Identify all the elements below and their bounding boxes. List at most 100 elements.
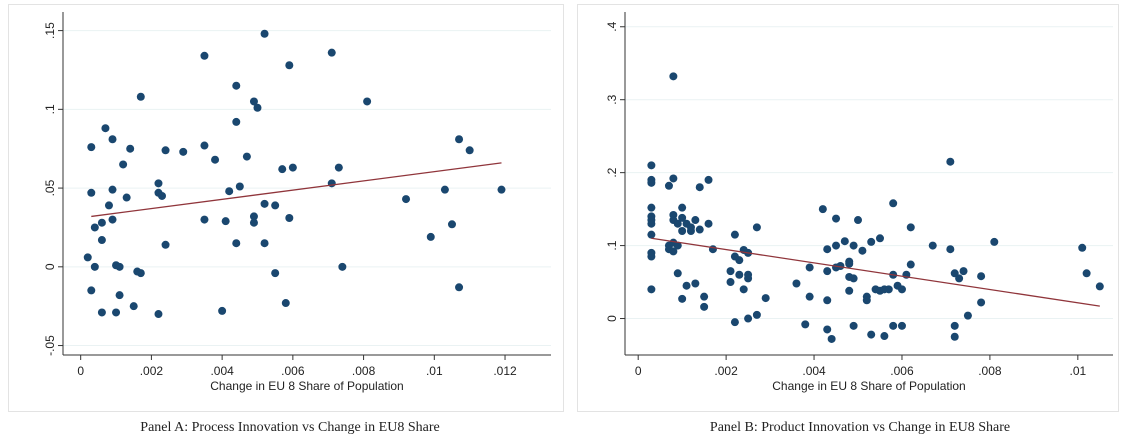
panel-a-data-point-18 bbox=[119, 160, 128, 169]
panel-b-x-axis-label: Change in EU 8 Share of Population bbox=[772, 379, 965, 393]
panel-b-data-point-100 bbox=[946, 157, 955, 166]
panel-a-data-point-19 bbox=[122, 193, 131, 202]
panel-a-data-point-66 bbox=[447, 220, 456, 229]
panel-a-data-point-56 bbox=[285, 213, 294, 222]
panel-a-data-point-20 bbox=[126, 144, 135, 153]
panel-b-data-point-109 bbox=[977, 272, 986, 281]
panel-a-data-point-68 bbox=[455, 283, 464, 292]
panel-b-data-point-47 bbox=[739, 285, 748, 294]
panel-b-x-tick-label-2: .004 bbox=[802, 364, 826, 378]
panel-b-data-point-62 bbox=[823, 267, 832, 276]
panel-a-data-point-12 bbox=[108, 185, 117, 194]
panel-a-caption: Panel A: Process Innovation vs Change in… bbox=[140, 420, 440, 435]
panel-b-data-point-52 bbox=[744, 314, 753, 323]
panel-a-data-point-2 bbox=[87, 188, 96, 197]
panel-b-data-point-85 bbox=[875, 234, 884, 243]
panel-b-data-point-81 bbox=[862, 296, 871, 305]
panel-b-data-point-53 bbox=[752, 223, 761, 232]
panel-a-data-point-46 bbox=[253, 103, 262, 112]
panel-a-x-tick-label-4: .008 bbox=[352, 364, 376, 378]
panel-a-data-point-36 bbox=[218, 306, 227, 315]
panel-a-data-point-55 bbox=[285, 61, 294, 70]
panel-b-data-point-107 bbox=[963, 311, 972, 320]
panel-b-data-point-110 bbox=[990, 237, 999, 246]
panel-b-y-tick-label-1: .1 bbox=[605, 240, 619, 250]
panel-a-data-point-5 bbox=[90, 262, 99, 271]
panel-b-data-point-25 bbox=[678, 203, 687, 212]
panel-b-data-point-40 bbox=[726, 267, 735, 276]
panel-a-data-point-52 bbox=[271, 269, 280, 278]
panel-b-data-point-87 bbox=[880, 332, 889, 341]
panel-a-data-point-24 bbox=[136, 92, 145, 101]
panel-a-data-point-29 bbox=[161, 240, 170, 249]
panel-a-y-tick-label-0: -.05 bbox=[43, 335, 57, 356]
panel-a-x-tick-label-5: .01 bbox=[426, 364, 443, 378]
panel-b-fit-line bbox=[651, 237, 1100, 307]
panel-a-data-point-60 bbox=[334, 163, 343, 172]
panel-b-x-tick-label-1: .002 bbox=[714, 364, 738, 378]
panel-b-data-point-61 bbox=[823, 245, 832, 254]
panel-b-data-point-20 bbox=[673, 219, 682, 228]
panel-b-data-point-10 bbox=[647, 285, 656, 294]
panel-b-data-point-101 bbox=[946, 245, 955, 254]
panel-a-data-point-47 bbox=[249, 218, 258, 227]
panel-a-data-point-28 bbox=[154, 310, 163, 319]
panel-a-data-point-32 bbox=[200, 141, 209, 150]
panel-a-data-point-62 bbox=[363, 97, 372, 106]
panel-a-data-point-42 bbox=[235, 182, 244, 191]
panel-a-data-point-35 bbox=[211, 155, 220, 164]
panel-b-data-point-68 bbox=[832, 241, 841, 250]
panel-b-data-point-75 bbox=[849, 321, 858, 330]
panel-b-x-tick-label-3: .006 bbox=[890, 364, 914, 378]
panel-b-data-point-72 bbox=[845, 259, 854, 268]
panel-b-data-point-60 bbox=[818, 205, 827, 214]
panel-a-data-point-31 bbox=[179, 147, 188, 156]
panel-b-x-tick-label-5: .01 bbox=[1069, 364, 1086, 378]
panel-a-data-point-6 bbox=[97, 236, 106, 245]
panel-a-data-point-11 bbox=[108, 135, 117, 144]
panel-a-data-point-34 bbox=[200, 215, 209, 224]
panel-a-y-tick-label-2: .05 bbox=[43, 179, 57, 196]
panel-a-y-tick-label-4: .15 bbox=[43, 22, 57, 39]
panel-b-data-point-105 bbox=[955, 274, 964, 283]
panel-b-data-point-39 bbox=[708, 245, 717, 254]
panel-b-data-point-24 bbox=[678, 213, 687, 222]
panel-a-data-point-54 bbox=[281, 299, 290, 308]
panel-a-data-point-43 bbox=[242, 152, 251, 161]
panel-b-data-point-46 bbox=[735, 270, 744, 279]
panel-b-data-point-36 bbox=[700, 292, 709, 301]
panel-b-data-point-89 bbox=[884, 285, 893, 294]
panel-b-data-point-51 bbox=[744, 274, 753, 283]
panel-b-data-point-106 bbox=[959, 267, 968, 276]
panel-b-data-point-56 bbox=[792, 279, 801, 288]
panel-b-data-point-31 bbox=[691, 216, 700, 225]
panel-b-data-point-38 bbox=[704, 219, 713, 228]
panel-a-data-point-15 bbox=[112, 308, 121, 317]
panel-a-data-point-57 bbox=[288, 163, 297, 172]
panel-a-data-point-51 bbox=[271, 201, 280, 210]
panel-b-data-point-21 bbox=[673, 241, 682, 250]
panel-b-y-tick-label-2: .2 bbox=[605, 167, 619, 177]
panel-a-data-point-41 bbox=[232, 239, 241, 248]
panel-a-data-point-38 bbox=[225, 187, 234, 196]
panel-a-frame bbox=[8, 4, 564, 412]
panel-b-data-point-45 bbox=[735, 256, 744, 265]
panel-b-y-tick-label-3: .3 bbox=[605, 94, 619, 104]
panel-b-data-point-19 bbox=[669, 247, 678, 256]
panel-a-x-tick-label-3: .006 bbox=[281, 364, 305, 378]
panel-b-data-point-7 bbox=[647, 230, 656, 239]
panel-b-data-point-32 bbox=[691, 279, 700, 288]
panel-b-data-point-30 bbox=[686, 223, 695, 232]
panel-b-data-point-63 bbox=[823, 296, 832, 305]
panel-b-data-point-59 bbox=[805, 292, 814, 301]
panel-a-data-point-30 bbox=[161, 146, 170, 155]
panel-a-data-point-39 bbox=[232, 117, 241, 126]
panel-b-data-point-90 bbox=[889, 199, 898, 208]
panel-b-data-point-95 bbox=[897, 321, 906, 330]
panel-b-data-point-98 bbox=[906, 260, 915, 269]
panel-a-data-point-69 bbox=[465, 146, 474, 155]
panel-a-data-point-8 bbox=[97, 308, 106, 317]
panel-a-x-axis-label: Change in EU 8 Share of Population bbox=[210, 379, 403, 393]
panel-a-data-point-21 bbox=[129, 302, 138, 311]
panel-a-data-point-44 bbox=[249, 97, 258, 106]
